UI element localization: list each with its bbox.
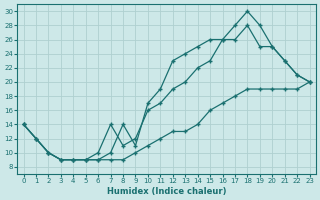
X-axis label: Humidex (Indice chaleur): Humidex (Indice chaleur) <box>107 187 226 196</box>
